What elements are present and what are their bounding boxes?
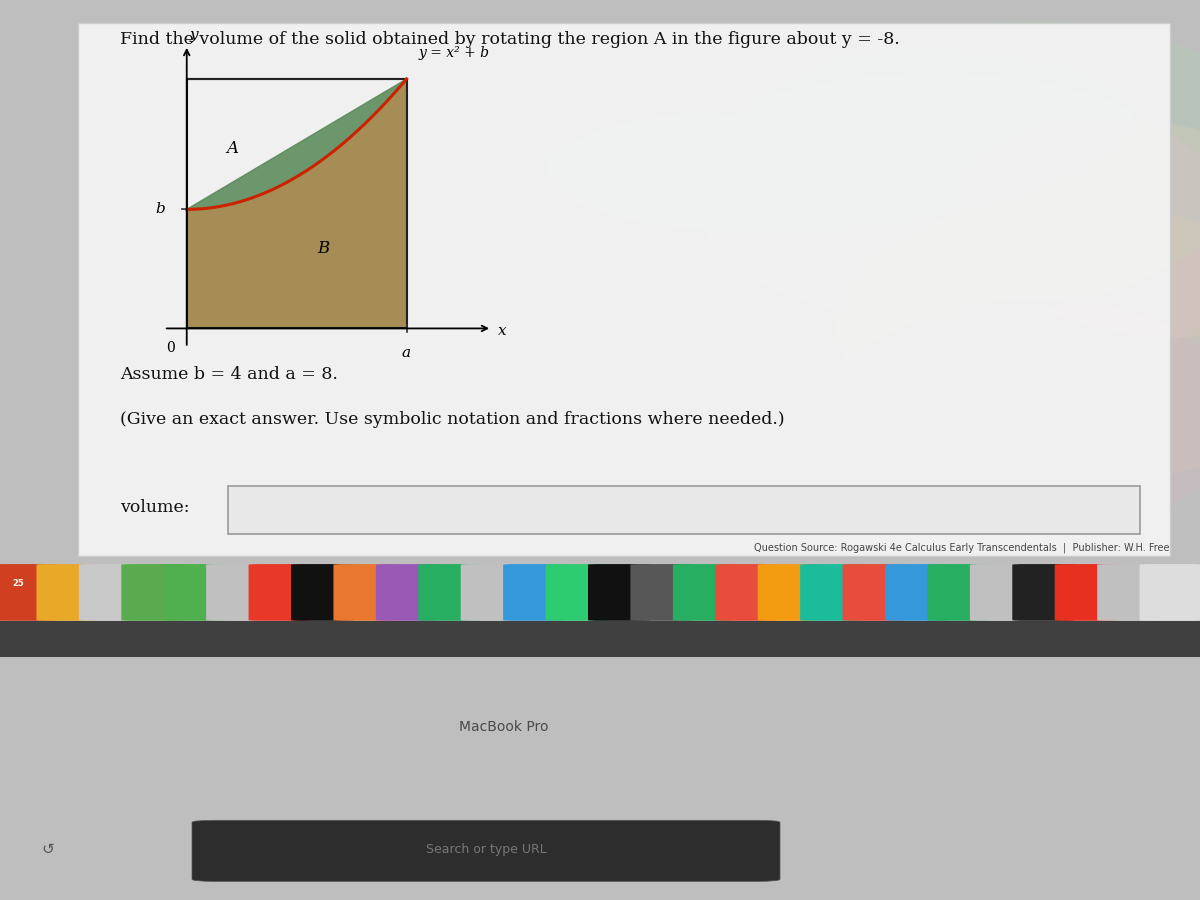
FancyBboxPatch shape	[79, 564, 142, 621]
FancyBboxPatch shape	[419, 564, 481, 621]
FancyBboxPatch shape	[334, 564, 396, 621]
FancyBboxPatch shape	[1013, 564, 1075, 621]
Text: 25: 25	[12, 580, 24, 589]
FancyBboxPatch shape	[376, 564, 439, 621]
FancyBboxPatch shape	[842, 564, 906, 621]
FancyBboxPatch shape	[0, 564, 56, 621]
Ellipse shape	[563, 74, 1200, 436]
Text: (Give an exact answer. Use symbolic notation and fractions where needed.): (Give an exact answer. Use symbolic nota…	[120, 411, 785, 428]
FancyBboxPatch shape	[192, 820, 780, 881]
Text: 0: 0	[166, 341, 174, 356]
Polygon shape	[187, 79, 407, 210]
Ellipse shape	[698, 21, 1200, 319]
FancyBboxPatch shape	[163, 564, 227, 621]
Bar	[187, 79, 407, 328]
FancyBboxPatch shape	[715, 564, 778, 621]
FancyBboxPatch shape	[673, 564, 736, 621]
FancyBboxPatch shape	[1097, 564, 1160, 621]
FancyBboxPatch shape	[800, 564, 863, 621]
Ellipse shape	[838, 199, 1200, 482]
FancyBboxPatch shape	[206, 564, 269, 621]
Bar	[0, 621, 1200, 657]
FancyBboxPatch shape	[928, 564, 990, 621]
FancyBboxPatch shape	[228, 486, 1140, 534]
FancyBboxPatch shape	[546, 564, 608, 621]
Ellipse shape	[952, 116, 1200, 338]
Text: y = x² + b: y = x² + b	[419, 46, 490, 59]
FancyBboxPatch shape	[121, 564, 184, 621]
Text: Search or type URL: Search or type URL	[426, 842, 546, 856]
Text: volume:: volume:	[120, 499, 190, 516]
Ellipse shape	[479, 113, 961, 454]
FancyBboxPatch shape	[78, 22, 1170, 555]
Text: Find the volume of the solid obtained by rotating the region A in the figure abo: Find the volume of the solid obtained by…	[120, 32, 900, 49]
Text: A: A	[227, 140, 239, 158]
Text: Assume b = 4 and a = 8.: Assume b = 4 and a = 8.	[120, 365, 338, 382]
FancyBboxPatch shape	[757, 564, 821, 621]
FancyBboxPatch shape	[1055, 564, 1117, 621]
Text: x: x	[498, 324, 506, 338]
Text: B: B	[317, 240, 329, 257]
FancyBboxPatch shape	[248, 564, 311, 621]
FancyBboxPatch shape	[588, 564, 650, 621]
Text: Question Source: Rogawski 4e Calculus Early Transcendentals  |  Publisher: W.H. : Question Source: Rogawski 4e Calculus Ea…	[755, 543, 1170, 553]
FancyBboxPatch shape	[970, 564, 1033, 621]
Text: MacBook Pro: MacBook Pro	[460, 720, 548, 734]
FancyBboxPatch shape	[503, 564, 566, 621]
FancyBboxPatch shape	[292, 564, 354, 621]
Ellipse shape	[808, 299, 1200, 552]
Ellipse shape	[546, 52, 1134, 231]
Text: b: b	[156, 202, 166, 216]
FancyBboxPatch shape	[1140, 564, 1200, 621]
FancyBboxPatch shape	[36, 564, 100, 621]
Text: y: y	[190, 29, 198, 42]
Text: a: a	[402, 346, 412, 361]
FancyBboxPatch shape	[461, 564, 523, 621]
Polygon shape	[187, 79, 407, 328]
FancyBboxPatch shape	[886, 564, 948, 621]
Text: ↺: ↺	[42, 842, 54, 857]
FancyBboxPatch shape	[630, 564, 694, 621]
